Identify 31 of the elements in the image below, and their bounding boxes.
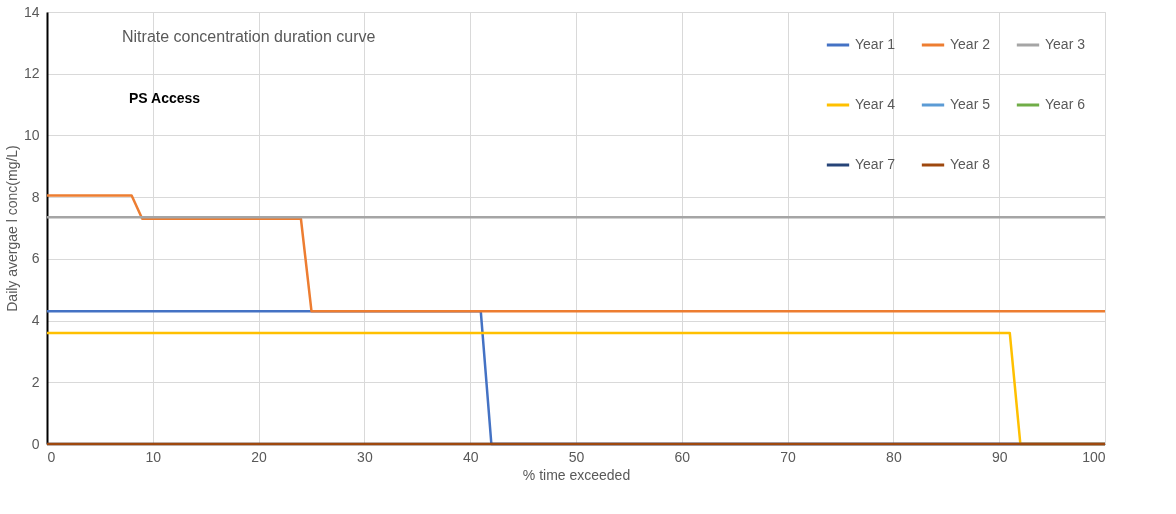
legend-label: Year 7: [855, 156, 896, 172]
x-axis-title: % time exceeded: [522, 466, 631, 483]
x-tick-label: 100: [1082, 448, 1106, 465]
y-tick-label: 2: [31, 373, 40, 390]
y-tick-label: 6: [31, 250, 40, 267]
y-tick-label: 0: [31, 435, 40, 452]
y-tick-label: 10: [23, 126, 40, 143]
x-tick-label: 80: [886, 448, 902, 465]
legend-label: Year 1: [855, 36, 896, 52]
x-tick-label: 0: [47, 448, 56, 465]
legend-label: Year 4: [855, 96, 896, 112]
x-tick-label: 50: [568, 448, 585, 465]
x-tick-label: 40: [462, 448, 479, 465]
x-tick-label: 70: [780, 448, 797, 465]
x-tick-label: 90: [991, 448, 1008, 465]
x-tick-label: 10: [145, 448, 162, 465]
legend-label: Year 8: [950, 156, 991, 172]
x-tick-label: 20: [251, 448, 268, 465]
legend-label: Year 6: [1045, 96, 1086, 112]
legend-label: Year 3: [1045, 36, 1086, 52]
x-tick-label: 60: [674, 448, 691, 465]
legend-label: Year 2: [950, 36, 991, 52]
y-tick-label: 14: [23, 3, 40, 20]
text: Nitrate concentration duration curve: [122, 28, 376, 45]
x-tick-label: 30: [357, 448, 373, 465]
annotation: PS Access: [129, 90, 201, 106]
y-axis-title: Daily avergae l conc(mg/L): [3, 145, 20, 312]
y-tick-label: 8: [31, 188, 40, 205]
legend-label: Year 5: [950, 96, 991, 112]
y-tick-label: 4: [31, 312, 40, 329]
y-tick-label: 12: [23, 65, 40, 82]
